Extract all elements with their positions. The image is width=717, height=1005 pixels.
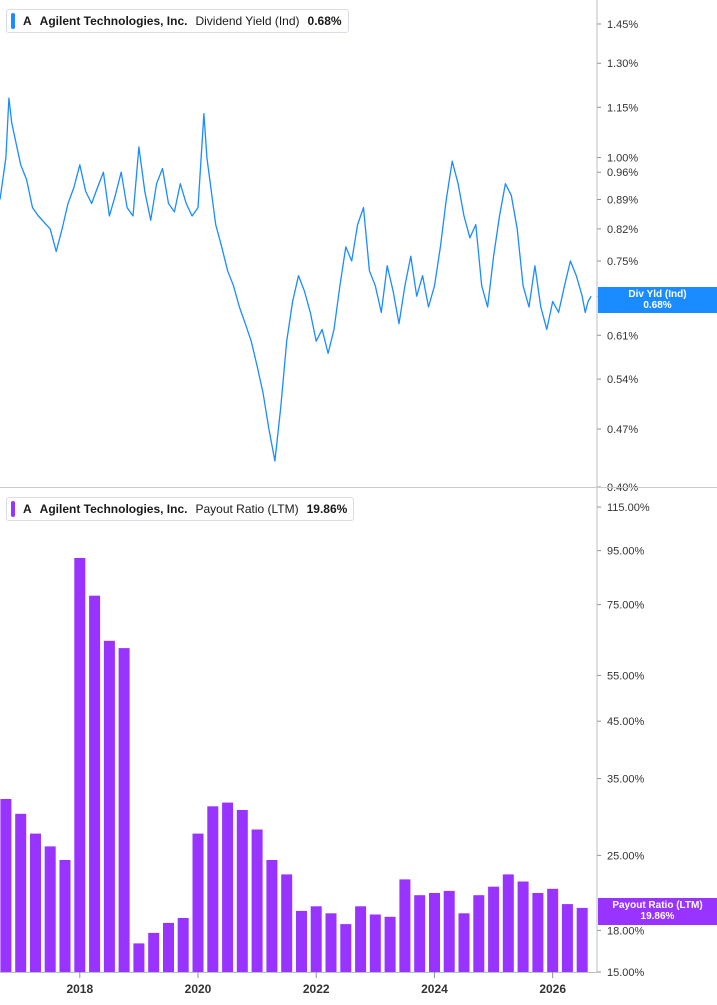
y-tick-label: 45.00%	[607, 716, 645, 728]
payout-bar	[340, 924, 352, 972]
payout-bar	[355, 906, 367, 972]
legend-swatch	[11, 13, 15, 29]
dividend-yield-line	[0, 97, 592, 462]
payout-bar	[576, 907, 588, 972]
y-tick-label: 1.45%	[607, 19, 638, 31]
payout-bar	[266, 860, 278, 972]
top-legend[interactable]: A Agilent Technologies, Inc. Dividend Yi…	[6, 9, 349, 33]
y-tick-label: 35.00%	[607, 774, 645, 786]
y-tick-label: 1.15%	[607, 102, 638, 114]
legend-ticker: A	[23, 502, 32, 516]
payout-bar	[414, 895, 426, 972]
legend-value: 0.68%	[307, 14, 342, 28]
y-tick-label: 18.00%	[607, 925, 645, 937]
payout-bar	[177, 918, 189, 972]
payout-bar	[103, 640, 115, 972]
y-tick-label: 1.30%	[607, 58, 638, 70]
y-tick-label: 0.82%	[607, 224, 638, 236]
flag-value: 0.68%	[643, 300, 672, 311]
x-tick-label: 2026	[539, 982, 566, 996]
flag-title: Div Yld (Ind)	[628, 289, 687, 300]
payout-bar	[222, 802, 234, 972]
payout-bar	[443, 890, 455, 972]
payout-bar	[547, 888, 559, 972]
bottom-legend[interactable]: A Agilent Technologies, Inc. Payout Rati…	[6, 497, 355, 521]
x-tick-label: 2022	[303, 982, 330, 996]
payout-bar	[59, 860, 71, 972]
payout-bar	[251, 829, 263, 972]
payout-bar	[44, 846, 56, 972]
payout-bar	[458, 913, 470, 972]
payout-bar	[296, 910, 307, 972]
legend-company: Agilent Technologies, Inc.	[39, 14, 188, 28]
x-tick-label: 2018	[66, 982, 93, 996]
payout-bar	[532, 893, 544, 972]
dividend-yield-series	[0, 97, 592, 462]
payout-bar	[89, 595, 101, 972]
y-tick-label: 0.75%	[607, 256, 638, 268]
flag-title: Payout Ratio (LTM)	[612, 900, 703, 911]
legend-metric: Dividend Yield (Ind)	[195, 14, 300, 28]
y-tick-label: 1.00%	[607, 153, 638, 165]
y-tick-label: 0.54%	[607, 374, 638, 386]
y-tick-label: 115.00%	[607, 502, 650, 514]
legend-value: 19.86%	[306, 502, 348, 516]
payout-bar	[369, 914, 381, 972]
y-tick-label: 0.47%	[607, 424, 638, 436]
legend-company: Agilent Technologies, Inc.	[39, 502, 188, 516]
legend-metric: Payout Ratio (LTM)	[195, 502, 299, 516]
payout-bar	[517, 881, 529, 972]
payout-bar	[561, 904, 573, 972]
x-tick-label: 2020	[185, 982, 212, 996]
legend-ticker: A	[23, 14, 32, 28]
y-tick-label: 0.96%	[607, 167, 638, 179]
payout-bar	[236, 810, 248, 972]
payout-bar	[74, 558, 86, 972]
payout-ratio-series	[0, 558, 588, 972]
y-tick-label: 0.89%	[607, 194, 638, 206]
payout-bar	[429, 893, 440, 972]
payout-bar	[502, 874, 514, 972]
payout-bar	[192, 833, 204, 972]
top-panel-axis: 0.40%0.47%0.54%0.61%0.68%0.75%0.82%0.89%…	[597, 19, 638, 494]
payout-bar	[473, 895, 485, 972]
payout-bar	[310, 906, 322, 972]
payout-bar	[207, 806, 219, 972]
current-value-flag-bottom: Payout Ratio (LTM) 19.86%	[598, 898, 717, 925]
bottom-panel-axis: 15.00% 18.00% 25.00% 35.00% 45.00% 55.00% 75.0…	[597, 502, 650, 979]
payout-bar	[325, 913, 337, 972]
y-tick-label: 55.00%	[607, 670, 645, 682]
payout-bar	[148, 932, 160, 972]
payout-bar	[281, 874, 293, 972]
payout-bar	[15, 813, 27, 972]
y-tick-label: 0.61%	[607, 330, 638, 342]
payout-bar	[399, 879, 411, 972]
payout-bar	[30, 833, 41, 972]
payout-bar	[384, 916, 396, 972]
y-tick-label: 15.00%	[607, 967, 645, 979]
payout-bar	[0, 799, 12, 972]
x-tick-label: 2024	[421, 982, 448, 996]
payout-bar	[163, 922, 174, 972]
y-tick-label: 75.00%	[607, 600, 645, 612]
flag-value: 19.86%	[640, 911, 675, 922]
y-tick-label: 25.00%	[607, 850, 645, 862]
y-tick-label: 95.00%	[607, 546, 645, 558]
payout-bar	[488, 886, 500, 972]
payout-bar	[118, 648, 130, 972]
payout-bar	[133, 943, 145, 972]
current-value-flag-top: Div Yld (Ind) 0.68%	[598, 287, 717, 313]
legend-swatch	[11, 501, 15, 517]
